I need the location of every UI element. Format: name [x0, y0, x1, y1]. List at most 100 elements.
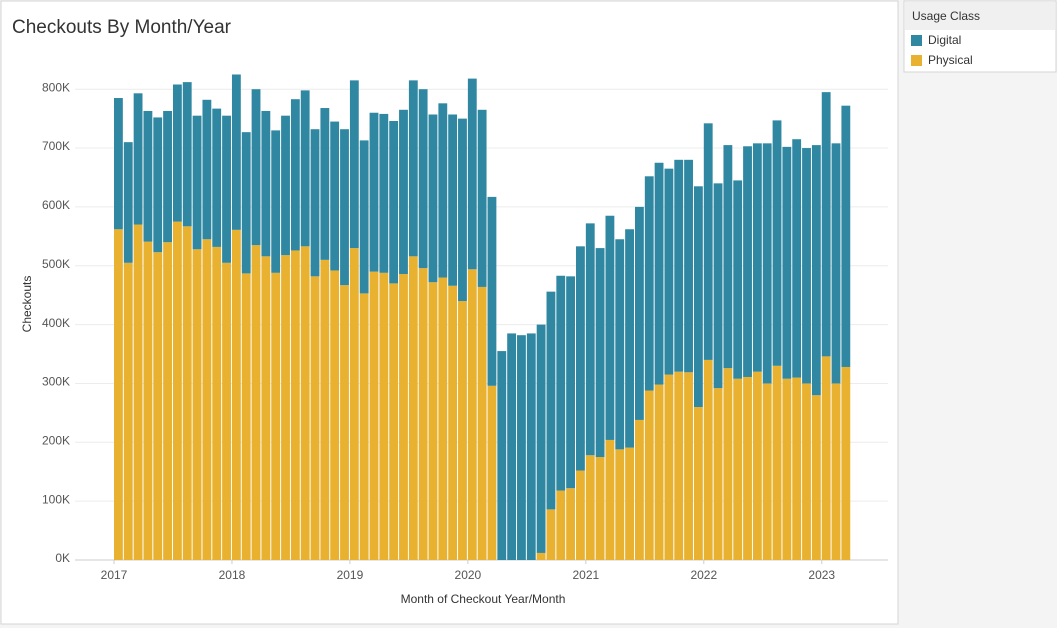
bar-segment: [448, 285, 458, 560]
bar-segment: [182, 226, 192, 560]
bar-segment: [281, 115, 290, 256]
bar-segment: [644, 390, 654, 560]
legend-swatch: [911, 55, 922, 66]
bar-segment: [448, 114, 458, 286]
bar-segment: [576, 470, 585, 560]
bar-segment: [517, 335, 526, 560]
bar-segment: [802, 148, 811, 384]
bar-segment: [123, 142, 133, 263]
bar-segment: [231, 74, 241, 230]
y-tick-label: 800K: [42, 80, 70, 94]
bar-segment: [743, 376, 752, 560]
bar-segment: [684, 372, 693, 560]
bar-segment: [841, 105, 851, 367]
y-tick-label: 700K: [42, 139, 70, 153]
bar-segment: [772, 365, 782, 560]
x-tick-label: 2020: [455, 568, 482, 582]
bar-segment: [487, 196, 497, 386]
legend-label: Physical: [928, 53, 973, 67]
bar-segment: [330, 270, 340, 560]
bar-segment: [310, 129, 320, 277]
bar-segment: [782, 146, 792, 379]
bar-segment: [271, 130, 281, 273]
bar-segment: [192, 249, 202, 560]
bar-segment: [664, 168, 674, 375]
bar-segment: [359, 140, 369, 294]
bar-segment: [762, 143, 772, 384]
bar-segment: [163, 110, 172, 243]
bar-segment: [182, 82, 192, 227]
bar-segment: [782, 378, 792, 560]
legend-label: Digital: [928, 33, 961, 47]
bar-segment: [300, 246, 310, 561]
bar-segment: [585, 455, 595, 560]
bar-segment: [241, 273, 251, 560]
bar-segment: [723, 145, 733, 369]
bar-segment: [389, 283, 399, 560]
bar-segment: [703, 359, 713, 560]
bar-segment: [399, 109, 408, 274]
bar-segment: [802, 383, 811, 560]
bar-segment: [674, 159, 684, 372]
x-tick-label: 2023: [808, 568, 835, 582]
bar-segment: [634, 419, 644, 560]
bar-segment: [379, 272, 389, 560]
bar-segment: [664, 374, 674, 560]
bar-segment: [595, 248, 605, 458]
bar-segment: [192, 115, 202, 250]
bar-segment: [654, 384, 664, 560]
legend-swatch: [911, 35, 922, 46]
bar-segment: [330, 121, 340, 271]
bar-segment: [536, 324, 546, 553]
bar-segment: [222, 115, 231, 263]
y-tick-label: 0K: [55, 551, 70, 565]
bar-segment: [713, 183, 723, 389]
bar-segment: [733, 378, 743, 560]
bar-segment: [831, 143, 841, 384]
bar-segment: [114, 98, 123, 230]
bar-segment: [418, 89, 428, 269]
bar-segment: [300, 90, 310, 247]
bar-segment: [438, 277, 448, 560]
bar-segment: [684, 159, 693, 373]
bar-segment: [595, 457, 605, 560]
y-tick-label: 400K: [42, 316, 70, 330]
bar-segment: [231, 229, 241, 561]
bar-segment: [349, 80, 359, 249]
y-tick-label: 100K: [42, 492, 70, 506]
bar-segment: [477, 109, 487, 287]
bar-segment: [241, 132, 251, 274]
bar-segment: [222, 262, 231, 560]
bar-segment: [143, 110, 153, 242]
bar-segment: [811, 145, 821, 396]
y-tick-label: 200K: [42, 433, 70, 447]
y-tick-label: 600K: [42, 198, 70, 212]
y-axis-label: Checkouts: [20, 276, 34, 333]
bar-segment: [143, 241, 153, 560]
bar-segment: [792, 139, 802, 378]
bar-segment: [605, 439, 615, 560]
bar-segment: [644, 176, 654, 391]
bar-segment: [133, 224, 143, 560]
bar-segment: [389, 120, 399, 284]
bar-segment: [566, 488, 576, 560]
bar-segment: [153, 117, 163, 253]
bar-segment: [487, 385, 497, 560]
bar-segment: [408, 80, 418, 257]
bar-segment: [605, 215, 615, 440]
x-tick-label: 2021: [572, 568, 599, 582]
bar-segment: [723, 368, 733, 560]
bar-segment: [261, 256, 271, 560]
bar-segment: [458, 301, 467, 560]
bar-segment: [625, 447, 634, 560]
bar-segment: [251, 89, 261, 246]
bar-segment: [674, 371, 684, 560]
bar-segment: [703, 123, 713, 360]
bar-segment: [526, 333, 536, 560]
bar-segment: [762, 383, 772, 560]
bar-segment: [123, 262, 133, 560]
bar-segment: [251, 245, 261, 561]
bar-segment: [399, 273, 408, 560]
bar-segment: [713, 388, 723, 560]
